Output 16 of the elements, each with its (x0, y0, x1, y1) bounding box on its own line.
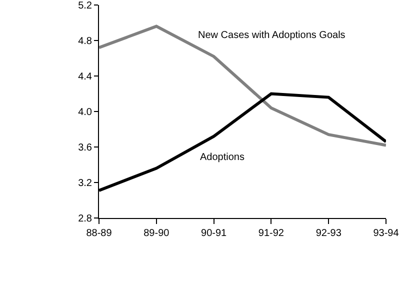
y-tick-label: 4.0 (78, 107, 92, 118)
y-tick-label: 4.8 (78, 36, 92, 47)
x-tick-label: 88-89 (86, 228, 112, 239)
y-tick-label: 3.6 (78, 142, 92, 154)
x-tick-label: 92-93 (316, 228, 342, 239)
x-tick-label: 90-91 (201, 228, 228, 239)
series-label: New Cases with Adoptions Goals (198, 30, 346, 41)
y-tick-label: 5.2 (78, 0, 92, 12)
x-tick-label: 93-94 (373, 228, 400, 239)
y-tick-label: 4.4 (78, 72, 92, 82)
line-series (99, 24, 386, 147)
y-tick-label: 3.2 (78, 178, 92, 189)
x-tick-label: 91-92 (258, 228, 284, 239)
series-label: Adoptions (200, 152, 244, 163)
x-tick-label: 89-90 (144, 228, 170, 239)
y-tick-label: 2.8 (78, 214, 92, 224)
